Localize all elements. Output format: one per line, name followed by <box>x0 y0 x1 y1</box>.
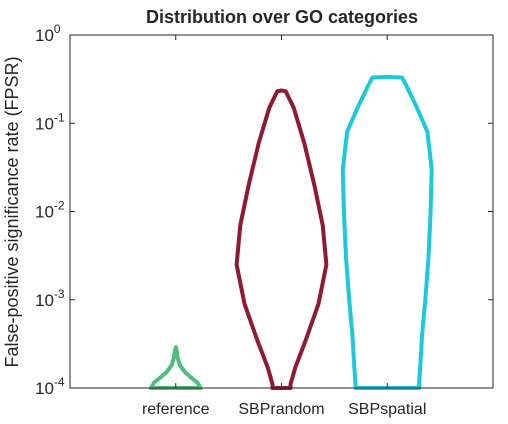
y-tick-label-exponent: -1 <box>54 110 65 124</box>
y-tick-label-base: 10 <box>35 203 54 222</box>
x-tick-label-sbpspatial: SBPspatial <box>348 401 426 418</box>
violin-sbpspatial <box>340 74 434 390</box>
y-tick-label-exponent: -4 <box>54 375 65 389</box>
y-tick-label-base: 10 <box>35 379 54 398</box>
y-tick-label-2: 10-2 <box>35 199 65 222</box>
tick-marks-layer <box>70 34 493 389</box>
y-tick-label-exponent: -2 <box>54 199 65 213</box>
y-axis-label: False-positive significance rate (FPSR) <box>2 56 22 367</box>
y-tick-label-3: 10-1 <box>35 110 65 133</box>
y-tick-label-1: 10-3 <box>35 287 65 310</box>
violin-reference <box>148 345 203 390</box>
y-tick-label-base: 10 <box>35 114 54 133</box>
y-tick-label-base: 10 <box>35 26 54 45</box>
violin-sbprandom <box>234 88 329 390</box>
y-tick-label-base: 10 <box>35 291 54 310</box>
y-tick-label-4: 100 <box>35 22 61 45</box>
violin-layer <box>148 74 434 390</box>
x-tick-label-reference: reference <box>142 401 210 418</box>
x-tick-labels-layer: reference SBPrandom SBPspatial <box>142 401 426 418</box>
x-tick-label-sbprandom: SBPrandom <box>238 401 324 418</box>
chart-title: Distribution over GO categories <box>146 7 418 27</box>
y-tick-label-exponent: -3 <box>54 287 65 301</box>
y-tick-label-exponent: 0 <box>54 22 61 36</box>
y-tick-label-0: 10-4 <box>35 375 65 398</box>
